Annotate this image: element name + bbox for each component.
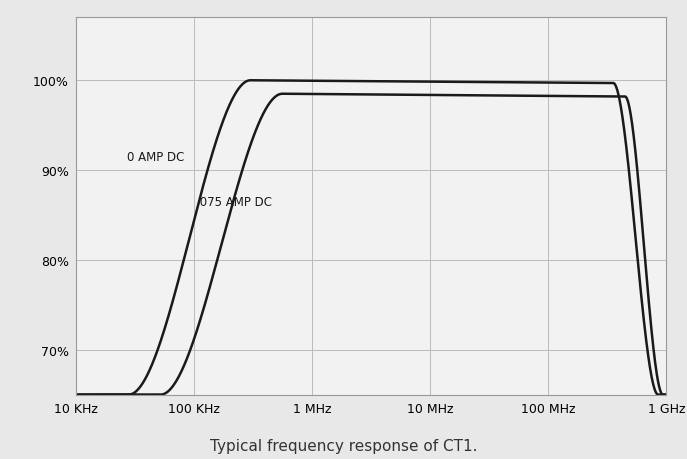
Text: 0 AMP DC: 0 AMP DC — [126, 151, 184, 164]
Text: Typical frequency response of CT1.: Typical frequency response of CT1. — [210, 438, 477, 453]
Text: .075 AMP DC: .075 AMP DC — [196, 196, 272, 208]
